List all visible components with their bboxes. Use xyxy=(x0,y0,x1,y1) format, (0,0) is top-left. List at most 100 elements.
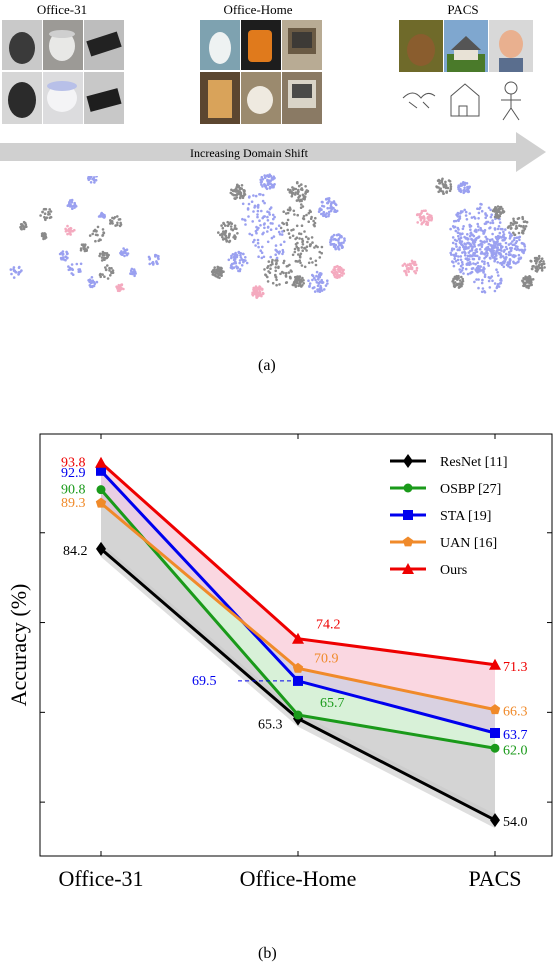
tsne-point xyxy=(464,190,467,193)
data-label-2-2: 63.7 xyxy=(503,728,528,743)
tsne-point xyxy=(484,222,488,225)
tsne-point xyxy=(467,251,471,254)
tsne-point xyxy=(413,270,416,273)
tsne-point xyxy=(332,200,336,203)
tsne-point xyxy=(534,262,538,265)
tsne-point xyxy=(217,231,220,234)
tsne-point xyxy=(469,249,472,253)
tsne-point xyxy=(464,243,467,246)
data-label-1-1: 65.7 xyxy=(320,696,345,711)
tsne-point xyxy=(469,271,473,275)
tsne-point xyxy=(478,207,481,211)
tsne-point xyxy=(513,247,517,251)
tsne-point xyxy=(61,250,65,253)
tsne-point xyxy=(73,201,76,205)
tsne-point xyxy=(301,205,305,208)
tsne-point xyxy=(228,234,231,237)
tsne-point xyxy=(468,234,472,238)
tsne-point xyxy=(456,226,460,230)
tsne-point xyxy=(228,239,232,243)
tsne-point xyxy=(509,258,512,262)
tsne-point xyxy=(91,280,95,284)
tsne-point xyxy=(496,205,500,208)
tsne-point xyxy=(268,182,271,185)
tsne-point xyxy=(466,272,470,276)
tsne-point xyxy=(119,221,122,225)
tsne-point xyxy=(430,217,434,221)
tsne-point xyxy=(477,243,480,247)
x-tick-label: Office-31 xyxy=(58,866,143,891)
tsne-point xyxy=(415,213,419,217)
tsne-point xyxy=(472,257,476,261)
tsne-point xyxy=(247,196,251,199)
tsne-point xyxy=(508,262,511,266)
tsne-point xyxy=(460,182,464,186)
band-0-1 xyxy=(101,489,495,821)
tsne-point xyxy=(524,275,527,278)
tsne-point xyxy=(405,273,408,277)
tsne-point xyxy=(298,254,302,258)
tsne-point xyxy=(502,230,505,234)
tsne-point xyxy=(236,183,239,187)
tsne-point xyxy=(462,272,465,275)
tsne-point xyxy=(452,264,456,268)
tsne-point xyxy=(419,219,423,222)
tsne-point xyxy=(227,258,231,262)
tsne-point xyxy=(477,268,481,272)
tsne-point xyxy=(239,256,243,259)
data-point-4-2 xyxy=(489,658,501,670)
tsne-point xyxy=(213,268,216,272)
tsne-point xyxy=(251,220,254,223)
tsne-point xyxy=(460,269,464,272)
tsne-point xyxy=(256,228,259,231)
tsne-point xyxy=(305,213,308,217)
tsne-point xyxy=(66,252,69,255)
tsne-point xyxy=(239,252,243,255)
tsne-point xyxy=(542,260,545,263)
tsne-point xyxy=(286,211,290,215)
tsne-point xyxy=(496,261,499,264)
tsne-point xyxy=(426,212,429,216)
tsne-point xyxy=(298,237,301,240)
tsne-point xyxy=(123,250,126,253)
tsne-point xyxy=(451,236,455,239)
tsne-point xyxy=(458,215,462,218)
dataset-title-officehome: Office-Home xyxy=(223,2,293,17)
tsne-point xyxy=(314,216,317,220)
tsne-point xyxy=(494,207,498,210)
tsne-point xyxy=(495,286,499,290)
tsne-point xyxy=(468,223,471,227)
tsne-point xyxy=(501,239,504,242)
tsne-point xyxy=(478,248,482,251)
tsne-point xyxy=(317,282,320,285)
tsne-point xyxy=(523,245,527,248)
tsne-point xyxy=(286,208,290,212)
tsne-point xyxy=(320,272,323,275)
tsne-point xyxy=(258,219,261,222)
tsne-point xyxy=(454,219,458,223)
tsne-point xyxy=(133,272,137,275)
tsne-point xyxy=(453,281,457,284)
tsne-point xyxy=(303,230,306,233)
tsne-point xyxy=(290,195,294,198)
data-label-3-2: 66.3 xyxy=(503,705,528,720)
tsne-point xyxy=(214,274,218,278)
tsne-point xyxy=(263,174,266,177)
tsne-point xyxy=(317,273,321,276)
tsne-point xyxy=(483,230,486,233)
tsne-point xyxy=(507,251,511,254)
tsne-point xyxy=(297,248,300,252)
tsne-point xyxy=(84,243,87,246)
tsne-point xyxy=(224,234,228,238)
tsne-point xyxy=(268,207,272,211)
tsne-point xyxy=(71,268,74,272)
tsne-point xyxy=(244,223,247,226)
tsne-point xyxy=(485,246,488,249)
tsne-point xyxy=(410,267,414,271)
tsne-point xyxy=(264,274,268,277)
tsne-point xyxy=(477,235,481,238)
tsne-point xyxy=(308,282,312,285)
tsne-point xyxy=(299,232,303,236)
tsne-point xyxy=(258,287,262,290)
tsne-point xyxy=(91,177,94,181)
